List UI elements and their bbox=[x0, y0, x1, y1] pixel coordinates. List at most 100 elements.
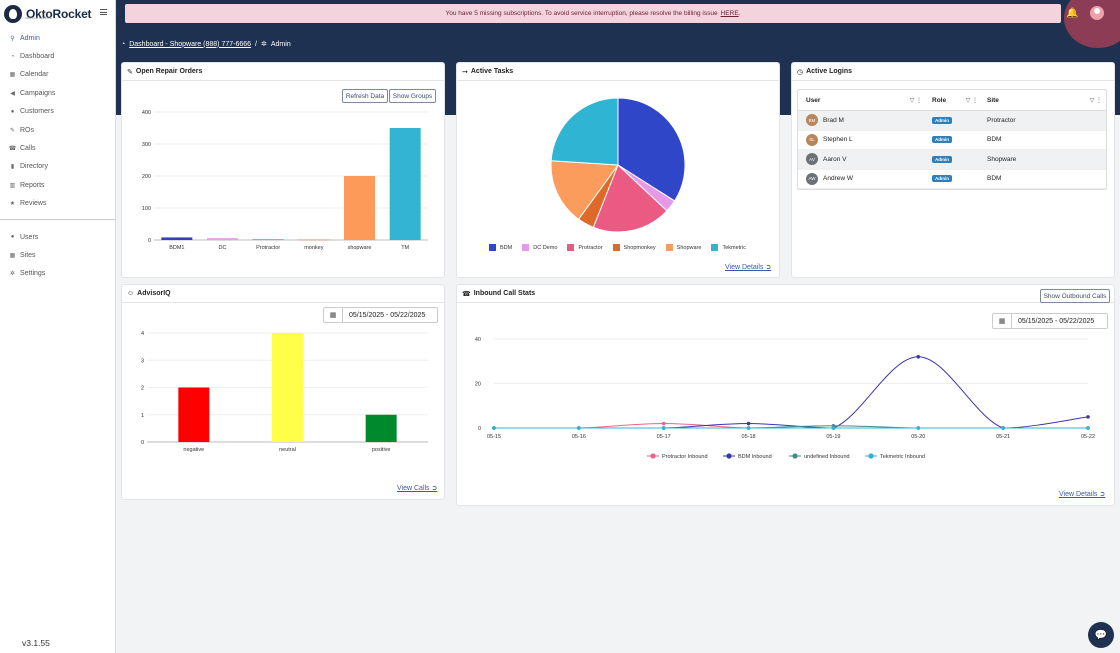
arrow-right-icon: ➞ bbox=[462, 68, 468, 76]
billing-alert-link[interactable]: HERE bbox=[720, 10, 739, 17]
legend-label[interactable]: Tekmetric Inbound bbox=[880, 454, 925, 460]
menu-toggle-icon[interactable] bbox=[100, 9, 107, 15]
cell-site: BDM bbox=[982, 136, 1106, 143]
bell-icon[interactable]: 🔔 bbox=[1066, 8, 1079, 19]
filter-icon[interactable]: ▽ ⋮ bbox=[909, 97, 922, 104]
table-row[interactable]: AV Aaron V Admin Shopware bbox=[798, 150, 1106, 170]
role-badge: Admin bbox=[932, 175, 952, 183]
bar-protractor[interactable] bbox=[252, 239, 284, 240]
col-site[interactable]: Site ▽ ⋮ bbox=[982, 97, 1106, 104]
inbound-date-picker[interactable]: ▦ 05/15/2025 - 05/22/2025 bbox=[992, 313, 1108, 329]
user-name: Brad M bbox=[823, 116, 844, 124]
legend-item[interactable]: Protractor bbox=[567, 244, 603, 251]
sidebar-nav-admin: ● Users ▦ Sites ✲ Settings bbox=[0, 228, 116, 283]
user-avatar-icon: AW bbox=[806, 172, 818, 185]
sidebar-item-reviews[interactable]: ★ Reviews bbox=[0, 195, 116, 213]
sidebar-item-settings[interactable]: ✲ Settings bbox=[0, 265, 116, 283]
sidebar-item-customers[interactable]: ● Customers bbox=[0, 103, 116, 121]
table-row[interactable]: AW Andrew W Admin BDM bbox=[798, 170, 1106, 189]
active-logins-card: ◷ Active Logins bbox=[791, 62, 1115, 278]
table-row[interactable]: SL Stephen L Admin BDM bbox=[798, 131, 1106, 150]
legend-item[interactable]: Tekmetric bbox=[711, 244, 746, 251]
data-point[interactable] bbox=[916, 426, 921, 430]
bar-neutral[interactable] bbox=[272, 333, 303, 442]
data-point[interactable] bbox=[577, 426, 581, 430]
user-avatar-icon: BM bbox=[806, 114, 818, 127]
pie-slice-tekmetric[interactable] bbox=[550, 97, 619, 166]
filter-icon[interactable]: ▽ ⋮ bbox=[965, 97, 978, 104]
pie-slice-shopware[interactable] bbox=[550, 160, 619, 220]
legend-item[interactable]: Shopmonkey bbox=[612, 244, 656, 251]
data-point[interactable] bbox=[746, 426, 751, 430]
sidebar-item-reports[interactable]: ▥ Reports bbox=[0, 176, 116, 194]
x-tick-label: shopware bbox=[348, 245, 372, 251]
advisoriq-date-picker[interactable]: ▦ 05/15/2025 - 05/22/2025 bbox=[323, 307, 438, 323]
legend-label: Shopware bbox=[676, 244, 702, 251]
sidebar-item-ros[interactable]: ✎ ROs bbox=[0, 121, 116, 139]
logo[interactable]: OktoRocket bbox=[4, 4, 92, 24]
legend-label: Shopmonkey bbox=[623, 244, 656, 251]
card-title: Open Repair Orders bbox=[135, 68, 203, 75]
data-point[interactable] bbox=[1001, 426, 1005, 430]
bar-dc[interactable] bbox=[207, 238, 238, 240]
col-role-label: Role bbox=[932, 96, 947, 104]
sidebar-item-directory[interactable]: ▮ Directory bbox=[0, 158, 116, 176]
data-point[interactable] bbox=[746, 421, 751, 426]
legend-label[interactable]: Protractor Inbound bbox=[662, 454, 708, 460]
sidebar-item-users[interactable]: ● Users bbox=[0, 228, 116, 246]
table-row[interactable]: BM Brad M Admin Protractor bbox=[798, 111, 1106, 131]
col-role[interactable]: Role ▽ ⋮ bbox=[926, 97, 982, 104]
bar-tm[interactable] bbox=[389, 128, 421, 240]
x-tick-label: negative bbox=[183, 447, 204, 453]
sidebar-item-dashboard[interactable]: ◔ Dashboard bbox=[0, 47, 116, 65]
tasks-view-details-link[interactable]: View Details ➲ bbox=[725, 263, 771, 271]
sidebar-item-campaigns[interactable]: ◀ Campaigns bbox=[0, 84, 116, 102]
card-header: ✎ Open Repair Orders bbox=[122, 63, 444, 81]
legend-marker bbox=[868, 453, 874, 459]
cell-user: AV Aaron V bbox=[798, 153, 926, 166]
sidebar-item-calls[interactable]: ☎ Calls bbox=[0, 139, 116, 157]
data-point[interactable] bbox=[831, 426, 836, 430]
gear-icon: ✲ bbox=[261, 41, 267, 48]
bar-bdm1[interactable] bbox=[161, 237, 193, 240]
clock-icon: ◷ bbox=[797, 68, 804, 76]
legend-item[interactable]: BDM bbox=[489, 244, 512, 251]
sidebar-item-admin[interactable]: ⚲ Admin bbox=[0, 29, 116, 47]
calls-view-details-link[interactable]: View Details ➲ bbox=[1059, 490, 1105, 498]
data-point[interactable] bbox=[1086, 426, 1090, 430]
data-point[interactable] bbox=[661, 421, 666, 426]
sidebar-item-calendar[interactable]: ▦ Calendar bbox=[0, 66, 116, 84]
filter-icon[interactable]: ▽ ⋮ bbox=[1089, 97, 1102, 104]
legend-item[interactable]: DC Demo bbox=[522, 244, 557, 251]
bar-monkey[interactable] bbox=[298, 239, 330, 241]
billing-alert-banner: You have 5 missing subscriptions. To avo… bbox=[125, 4, 1061, 23]
data-point[interactable] bbox=[1086, 415, 1090, 419]
legend-label[interactable]: BDM Inbound bbox=[738, 454, 772, 460]
wrench-icon: ✎ bbox=[127, 68, 133, 76]
card-header: ➞ Active Tasks bbox=[457, 63, 779, 81]
user-avatar-icon[interactable] bbox=[1090, 6, 1104, 20]
sidebar-item-label: Calls bbox=[20, 145, 36, 153]
legend-label[interactable]: undefined Inbound bbox=[804, 454, 850, 460]
chat-icon[interactable]: 💬 bbox=[1088, 622, 1114, 648]
bar-chart-icon: ▥ bbox=[9, 182, 16, 189]
bar-positive[interactable] bbox=[365, 414, 397, 442]
sidebar-item-label: Settings bbox=[20, 270, 46, 278]
data-point[interactable] bbox=[916, 355, 921, 359]
legend-item[interactable]: Shopware bbox=[665, 244, 702, 251]
breadcrumb-dashboard-link[interactable]: Dashboard - Shopware (888) 777-6666 bbox=[129, 40, 252, 48]
card-header: ◷ Active Logins bbox=[792, 63, 1114, 81]
data-point[interactable] bbox=[661, 426, 666, 430]
refresh-data-button[interactable]: Refresh Data bbox=[342, 89, 388, 103]
users-icon: ● bbox=[10, 108, 15, 115]
view-calls-link[interactable]: View Calls ➲ bbox=[397, 484, 437, 492]
sidebar-item-sites[interactable]: ▦ Sites bbox=[0, 246, 116, 264]
bar-shopware[interactable] bbox=[344, 176, 375, 240]
show-outbound-calls-button[interactable]: Show Outbound Calls bbox=[1040, 289, 1110, 303]
date-range-value: 05/15/2025 - 05/22/2025 bbox=[349, 311, 426, 319]
col-user[interactable]: User ▽ ⋮ bbox=[798, 97, 926, 104]
show-groups-button[interactable]: Show Groups bbox=[389, 89, 436, 103]
bar-negative[interactable] bbox=[178, 387, 210, 443]
data-point[interactable] bbox=[492, 426, 496, 430]
link-text: View Details bbox=[725, 264, 764, 271]
